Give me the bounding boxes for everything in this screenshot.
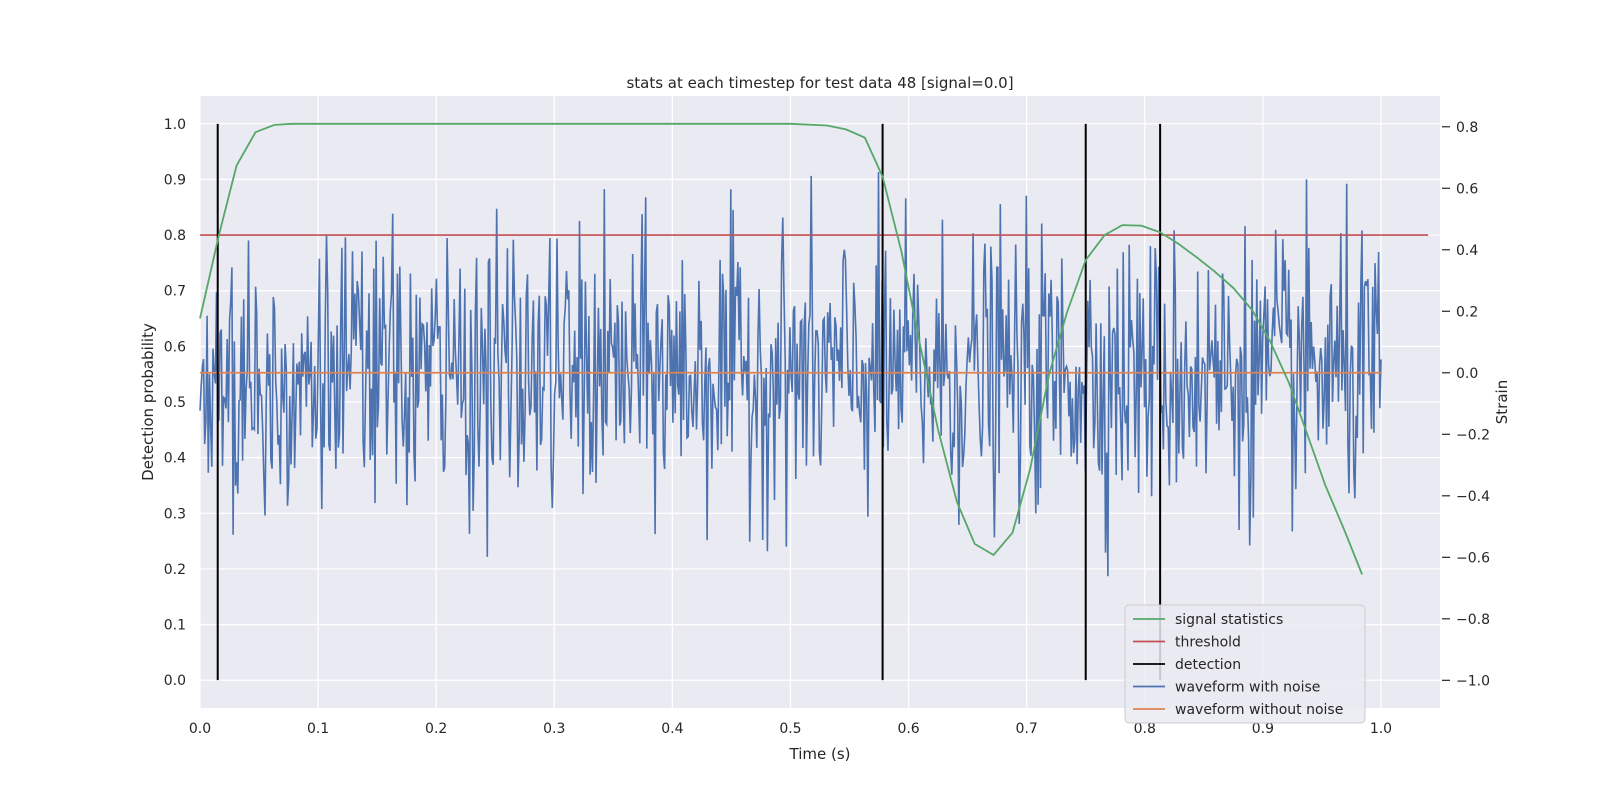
x-tick-label: 0.7: [1016, 721, 1038, 737]
x-tick-label: 0.2: [425, 721, 447, 737]
y-tick-label: 0.7: [164, 284, 186, 300]
x-tick-label: 0.9: [1252, 721, 1274, 737]
y-tick-label: 0.0: [164, 673, 186, 689]
y-tick-label: 0.5: [164, 395, 186, 411]
y-right-tick-label: 0.8: [1456, 120, 1478, 136]
x-tick-label: 0.8: [1134, 721, 1156, 737]
y-right-tick-label: −1.0: [1456, 673, 1490, 689]
y-tick-label: 0.3: [164, 506, 186, 522]
x-tick-label: 0.5: [779, 721, 801, 737]
x-tick-label: 0.4: [661, 721, 683, 737]
x-tick-label: 1.0: [1370, 721, 1392, 737]
chart-title: stats at each timestep for test data 48 …: [626, 74, 1013, 92]
y-right-tick-label: 0.6: [1456, 181, 1478, 197]
legend: signal statistics threshold detection wavef…: [1124, 604, 1366, 724]
legend-label: waveform without noise: [1175, 702, 1343, 718]
legend-label: signal statistics: [1175, 612, 1283, 628]
y-right-tick-label: −0.4: [1456, 489, 1490, 505]
x-axis-label: Time (s): [789, 745, 851, 763]
y-right-tick-label: −0.8: [1456, 612, 1490, 628]
x-tick-label: 0.1: [307, 721, 329, 737]
legend-label: detection: [1175, 657, 1241, 673]
y-tick-label: 0.6: [164, 339, 186, 355]
y-axis-label: Detection probability: [139, 323, 157, 481]
y-right-tick-label: 0.4: [1456, 243, 1478, 259]
y-right-tick-label: −0.6: [1456, 550, 1490, 566]
y-tick-label: 0.4: [164, 451, 186, 467]
y-tick-label: 0.2: [164, 562, 186, 578]
y-right-tick-label: 0.2: [1456, 304, 1478, 320]
y-tick-labels: 0.0 0.1 0.2 0.3 0.4 0.5 0.6 0.7 0.8 0.9 1.0: [164, 117, 186, 689]
y-tick-label: 1.0: [164, 117, 186, 133]
y-right-tick-label: 0.0: [1456, 366, 1478, 382]
y-right-tick-labels: −1.0 −0.8 −0.6 −0.4 −0.2 0.0 0.2 0.4 0.6 0.8: [1442, 120, 1490, 689]
x-tick-label: 0.6: [897, 721, 919, 737]
x-tick-label: 0.0: [189, 721, 211, 737]
x-tick-label: 0.3: [543, 721, 565, 737]
y-tick-label: 0.1: [164, 618, 186, 634]
y-right-tick-label: −0.2: [1456, 427, 1490, 443]
series-waveform-with-noise: [199, 171, 1382, 577]
series-signal-statistics: [199, 122, 1363, 575]
series-layer: [199, 122, 1429, 681]
legend-label: waveform with noise: [1175, 680, 1320, 696]
y-tick-label: 0.8: [164, 228, 186, 244]
y-tick-label: 0.9: [164, 172, 186, 188]
y-right-axis-label: Strain: [1493, 380, 1511, 424]
legend-box: [1124, 604, 1366, 724]
legend-label: threshold: [1175, 635, 1241, 651]
x-tick-labels: 0.0 0.1 0.2 0.3 0.4 0.5 0.6 0.7 0.8 0.9 1.0: [189, 721, 1392, 737]
